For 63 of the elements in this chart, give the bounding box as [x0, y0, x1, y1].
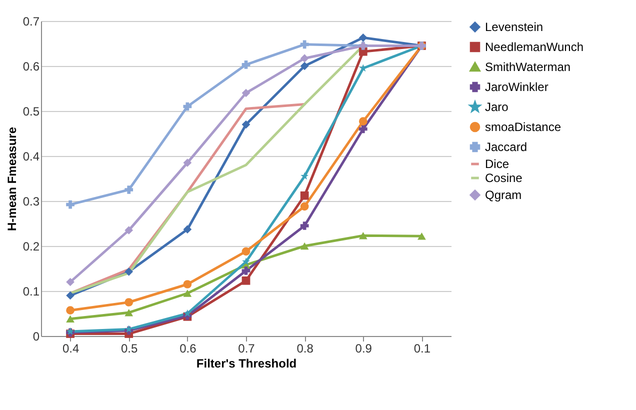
point: [300, 191, 309, 200]
y-tick-label: 0.2: [22, 240, 40, 254]
point: [66, 291, 74, 300]
point: [242, 88, 250, 98]
legend-label: SmithWaterman: [485, 60, 571, 74]
y-tick-label: 0.7: [22, 14, 40, 28]
point: [300, 242, 309, 250]
x-tick-label: 0.5: [121, 342, 138, 356]
x-tick-label: 0.6: [180, 342, 197, 356]
point: [124, 226, 134, 234]
y-tick-label: 0.6: [22, 60, 40, 74]
y-tick-label: 0.1: [22, 284, 40, 298]
point: [242, 60, 250, 69]
point: [183, 290, 192, 297]
legend-label: NeedlemanWunch: [485, 40, 584, 54]
point: [300, 54, 309, 63]
point: [418, 232, 426, 240]
point: [358, 232, 368, 240]
point: [300, 40, 309, 49]
point: [124, 308, 134, 316]
point: [300, 172, 309, 180]
point: [66, 306, 74, 315]
legend-label: Jaro: [485, 100, 509, 114]
point: [66, 315, 74, 323]
x-axis-title: Filter's Threshold: [196, 356, 297, 370]
legend-label: Levenstein: [485, 20, 544, 34]
point: [124, 186, 134, 194]
x-tick-label: 0.4: [62, 342, 80, 356]
point: [242, 266, 250, 275]
legend-label: Dice: [485, 157, 510, 171]
y-tick-label: 0.5: [22, 104, 40, 118]
point: [300, 62, 309, 70]
point: [66, 200, 74, 209]
legend-label: Cosine: [485, 171, 523, 185]
point: [358, 124, 368, 134]
point: [242, 276, 250, 285]
point: [358, 117, 368, 126]
x-tick-label: 0.1: [414, 342, 431, 356]
point: [242, 247, 250, 256]
point: [300, 222, 309, 230]
legend-label: smoaDistance: [485, 120, 562, 134]
point: [183, 309, 192, 317]
point: [66, 278, 74, 286]
point: [183, 280, 192, 288]
x-tick-label: 0.9: [355, 342, 372, 356]
point: [124, 267, 134, 276]
y-tick-label: 0: [32, 330, 40, 344]
point: [183, 158, 192, 167]
point: [183, 225, 192, 234]
y-tick-label: 0.4: [22, 150, 40, 164]
y-tick-label: 0.3: [22, 194, 40, 208]
point: [300, 202, 309, 211]
x-tick-label: 0.7: [238, 342, 256, 356]
legend-label: JaroWinkler: [485, 80, 548, 94]
point: [358, 33, 368, 42]
x-tick-label: 0.8: [296, 342, 314, 356]
point: [124, 298, 134, 306]
y-axis-title: H-mean Fmeasure: [4, 126, 19, 232]
point: [183, 102, 192, 111]
legend-label: Jaccard: [485, 140, 528, 154]
legend-label: Qgram: [485, 188, 522, 202]
point: [242, 258, 250, 266]
point: [242, 120, 250, 129]
